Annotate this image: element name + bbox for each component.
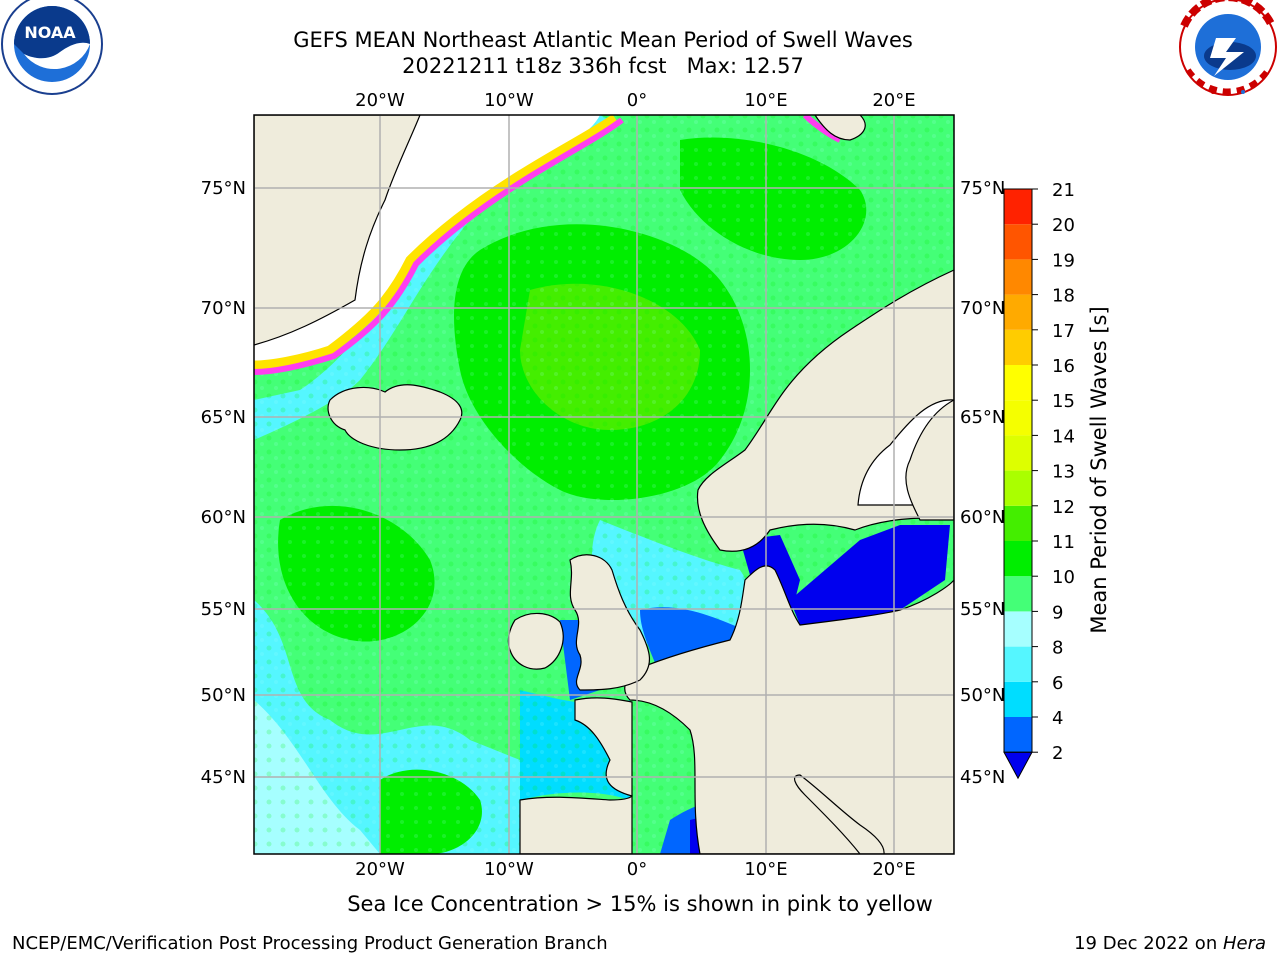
lat-label-left: 45°N — [201, 767, 246, 788]
sea-ice-edge-svalbard — [802, 115, 842, 143]
lat-label-left: 65°N — [201, 407, 246, 428]
noaa-logo: NOAA — [1, 0, 103, 95]
land-france-west — [574, 697, 633, 797]
lat-label-left: 75°N — [201, 178, 246, 199]
land-italy — [793, 774, 885, 854]
swell-field-baltic — [790, 525, 950, 625]
lat-label-left: 70°N — [201, 298, 246, 319]
lat-label-left: 50°N — [201, 685, 246, 706]
longitude-labels-bottom: 20°W 10°W 0° 10°E 20°E — [355, 859, 915, 880]
colorbar-tick-label: 4 — [1052, 708, 1063, 729]
colorbar-bin — [1004, 400, 1032, 436]
lat-label-right: 55°N — [960, 599, 1005, 620]
lightning-bolt-icon — [1210, 38, 1244, 76]
colorbar-tick-label: 16 — [1052, 356, 1075, 377]
colorbar-tick-label: 2 — [1052, 743, 1063, 764]
colorbar-bin — [1004, 365, 1032, 401]
colorbar-bin — [1004, 717, 1032, 753]
lon-label-bottom: 20°E — [872, 859, 915, 880]
colorbar-tick-label: 12 — [1052, 497, 1075, 518]
map-panel — [254, 115, 954, 854]
land-ireland — [507, 612, 564, 670]
lat-label-right: 50°N — [960, 685, 1005, 706]
map-frame — [253, 114, 955, 855]
colorbar-tick-label: 19 — [1052, 250, 1075, 271]
land — [254, 115, 954, 854]
land-iberia — [519, 794, 633, 854]
colorbar-tick-label: 6 — [1052, 673, 1063, 694]
colorbar-under-extension — [1003, 751, 1033, 780]
land-finland — [905, 399, 954, 521]
sea-ice-note: Sea Ice Concentration > 15% is shown in … — [347, 892, 933, 916]
colorbar-tick-label: 21 — [1052, 180, 1075, 201]
graticule — [254, 115, 954, 854]
colorbar-label: Mean Period of Swell Waves [s] — [1087, 306, 1111, 633]
colorbar-bin — [1004, 329, 1032, 365]
lon-label-bottom: 10°W — [484, 859, 534, 880]
land-svalbard — [814, 115, 866, 141]
colorbar-tick-label: 15 — [1052, 391, 1075, 412]
colorbar-bin — [1004, 611, 1032, 647]
lat-label-right: 70°N — [960, 298, 1005, 319]
run-date: 19 Dec 2022 on — [1074, 933, 1223, 954]
land-great-britain — [569, 554, 650, 691]
lon-label-top: 0° — [627, 90, 647, 111]
lon-label-bottom: 10°E — [744, 859, 787, 880]
lon-label-top: 10°W — [484, 90, 534, 111]
colorbar-bin — [1004, 646, 1032, 682]
colorbar-bin — [1004, 681, 1032, 717]
colorbar-tick-label: 20 — [1052, 215, 1075, 236]
colorbar-bin — [1004, 470, 1032, 506]
colorbar-tick-label: 9 — [1052, 602, 1063, 623]
colorbar-bin — [1004, 541, 1032, 577]
lat-label-right: 60°N — [960, 507, 1005, 528]
colorbar-bin — [1004, 189, 1032, 225]
map-title: GEFS MEAN Northeast Atlantic Mean Period… — [293, 28, 913, 52]
colorbar: 21 20 19 18 17 16 15 14 13 12 11 10 9 8 6 4 2 — [1003, 180, 1075, 780]
colorbar-tick-label: 17 — [1052, 321, 1075, 342]
host-name: Hera — [1222, 933, 1266, 954]
lat-label-left: 55°N — [201, 599, 246, 620]
latitude-labels-right: 75°N 70°N 65°N 60°N 55°N 50°N 45°N — [960, 178, 1005, 788]
land-central-europe — [624, 565, 954, 854]
colorbar-bin — [1004, 294, 1032, 330]
colorbar-bin — [1004, 224, 1032, 260]
colorbar-tick-label: 8 — [1052, 638, 1063, 659]
sea-ice-edge-pink — [254, 117, 624, 375]
colorbar-tick-label: 13 — [1052, 462, 1075, 483]
lat-label-right: 45°N — [960, 767, 1005, 788]
latitude-labels-left: 75°N 70°N 65°N 60°N 55°N 50°N 45°N — [201, 178, 246, 788]
colorbar-tick-label: 14 — [1052, 426, 1075, 447]
national-weather-service-logo — [1179, 0, 1277, 96]
noaa-logo-text: NOAA — [24, 23, 76, 42]
colorbar-tick-label: 18 — [1052, 286, 1075, 307]
colorbar-bin — [1004, 259, 1032, 295]
lat-label-right: 75°N — [960, 178, 1005, 199]
colorbar-tick-label: 11 — [1052, 532, 1075, 553]
lat-label-left: 60°N — [201, 507, 246, 528]
map-subtitle-forecast: 20221211 t18z 336h fcst Max: 12.57 — [402, 54, 804, 78]
sea-ice-edge-yellow — [254, 115, 618, 370]
lat-label-right: 65°N — [960, 407, 1005, 428]
colorbar-tick-label: 10 — [1052, 567, 1075, 588]
lon-label-top: 20°E — [872, 90, 915, 111]
run-date-stamp: 19 Dec 2022 on Hera — [1074, 933, 1266, 954]
longitude-labels-top: 20°W 10°W 0° 10°E 20°E — [355, 90, 915, 111]
nws-ring-text-glyphs — [1180, 0, 1276, 28]
producer-credit: NCEP/EMC/Verification Post Processing Pr… — [12, 933, 608, 954]
lon-label-top: 10°E — [744, 90, 787, 111]
colorbar-bin — [1004, 505, 1032, 541]
lon-label-bottom: 0° — [627, 859, 647, 880]
lon-label-bottom: 20°W — [355, 859, 405, 880]
colorbar-bin — [1004, 435, 1032, 471]
colorbar-bin — [1004, 576, 1032, 612]
lon-label-top: 20°W — [355, 90, 405, 111]
land-greenland — [254, 115, 421, 346]
